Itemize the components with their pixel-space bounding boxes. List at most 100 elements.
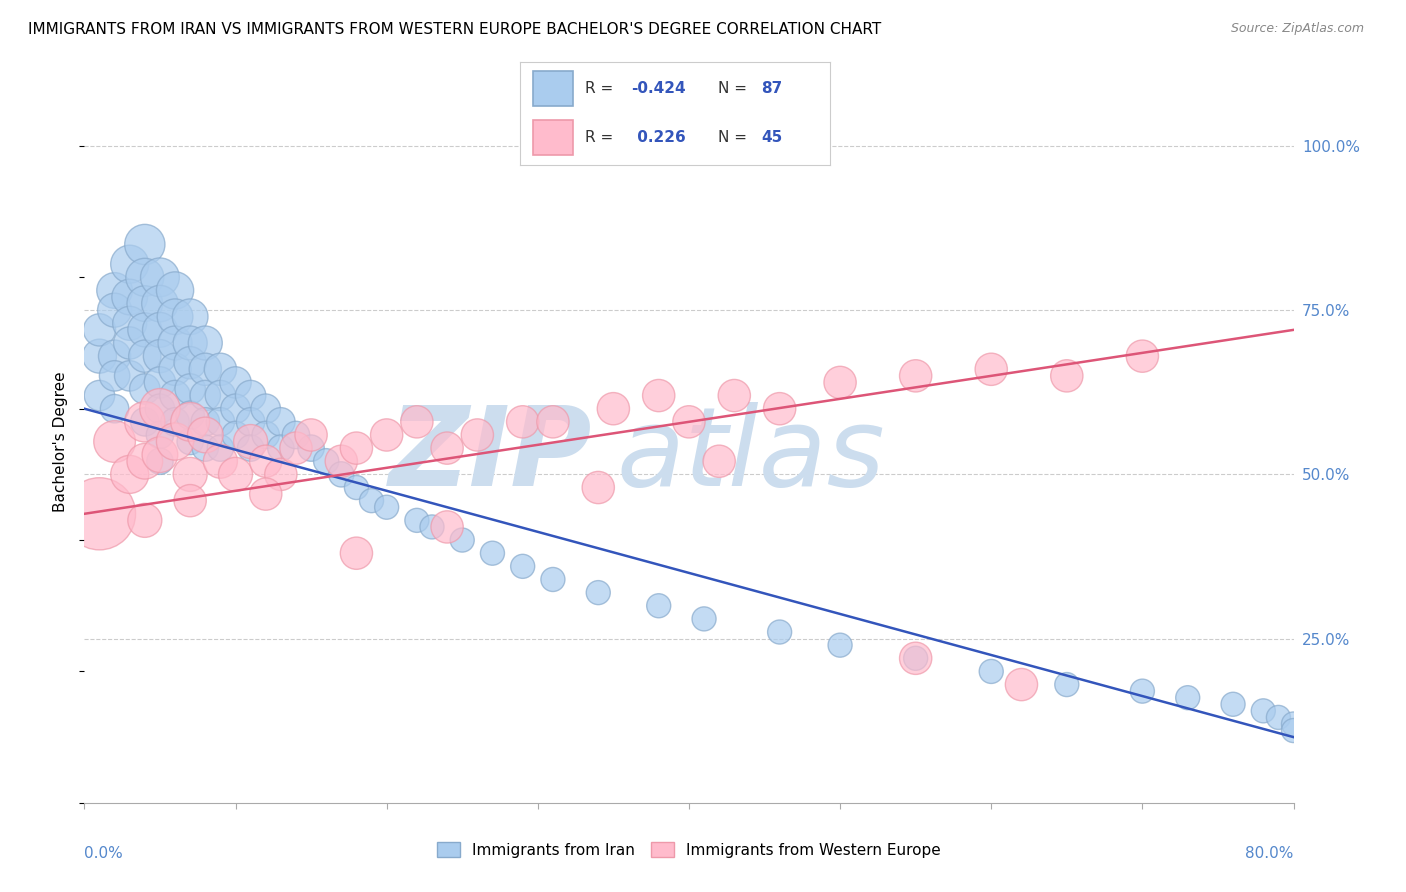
FancyBboxPatch shape <box>533 70 572 105</box>
Point <box>769 625 792 640</box>
Point <box>209 388 232 402</box>
Point <box>315 454 337 468</box>
Point <box>194 388 217 402</box>
Point <box>451 533 474 547</box>
Point <box>209 454 232 468</box>
Point <box>134 237 156 252</box>
Point <box>165 310 187 324</box>
Point <box>149 349 172 363</box>
Point <box>830 376 852 390</box>
Point <box>602 401 624 416</box>
Point <box>254 454 277 468</box>
Point <box>118 336 141 351</box>
Point <box>1222 698 1244 712</box>
Point <box>209 362 232 376</box>
Point <box>134 323 156 337</box>
Point <box>541 415 564 429</box>
Point <box>709 454 731 468</box>
Point <box>406 415 429 429</box>
Point <box>179 493 201 508</box>
Text: N =: N = <box>718 80 752 95</box>
Point <box>436 520 458 534</box>
Point <box>346 546 368 560</box>
Text: R =: R = <box>585 130 619 145</box>
Point <box>179 356 201 370</box>
Point <box>134 415 156 429</box>
Point <box>134 296 156 310</box>
Point <box>89 388 111 402</box>
Point <box>104 401 127 416</box>
Point <box>134 349 156 363</box>
Point <box>149 448 172 462</box>
Point <box>149 376 172 390</box>
Point <box>225 428 247 442</box>
Point <box>588 481 610 495</box>
Point <box>299 441 322 455</box>
Point <box>769 401 792 416</box>
Point <box>239 434 262 449</box>
Point <box>118 290 141 304</box>
Point <box>225 376 247 390</box>
Point <box>285 441 308 455</box>
Point <box>1056 368 1078 383</box>
Point <box>1011 677 1033 691</box>
Point <box>194 336 217 351</box>
Point <box>254 428 277 442</box>
Text: atlas: atlas <box>616 402 884 509</box>
Point <box>179 434 201 449</box>
Point <box>904 651 927 665</box>
Point <box>149 296 172 310</box>
Point <box>134 382 156 396</box>
Point <box>360 493 382 508</box>
Point <box>693 612 716 626</box>
Point <box>194 415 217 429</box>
Point <box>149 270 172 285</box>
Point <box>179 382 201 396</box>
Point <box>375 500 398 515</box>
Point <box>134 415 156 429</box>
Text: -0.424: -0.424 <box>631 80 686 95</box>
Point <box>467 428 489 442</box>
Y-axis label: Bachelor's Degree: Bachelor's Degree <box>53 371 69 512</box>
Point <box>134 270 156 285</box>
Point <box>436 441 458 455</box>
Point <box>330 467 353 482</box>
Point <box>179 467 201 482</box>
Point <box>904 368 927 383</box>
Point <box>299 428 322 442</box>
Point <box>239 388 262 402</box>
Point <box>149 401 172 416</box>
Point <box>165 388 187 402</box>
Point <box>89 349 111 363</box>
FancyBboxPatch shape <box>533 120 572 155</box>
Text: 80.0%: 80.0% <box>1246 847 1294 861</box>
Point <box>149 401 172 416</box>
Point <box>118 467 141 482</box>
Point <box>420 520 443 534</box>
Text: IMMIGRANTS FROM IRAN VS IMMIGRANTS FROM WESTERN EUROPE BACHELOR'S DEGREE CORRELA: IMMIGRANTS FROM IRAN VS IMMIGRANTS FROM … <box>28 22 882 37</box>
Point <box>194 441 217 455</box>
Point <box>165 415 187 429</box>
Point <box>648 599 671 613</box>
Point <box>134 454 156 468</box>
Text: 0.226: 0.226 <box>631 130 685 145</box>
Text: Source: ZipAtlas.com: Source: ZipAtlas.com <box>1230 22 1364 36</box>
Point <box>980 665 1002 679</box>
Point <box>209 415 232 429</box>
Point <box>165 362 187 376</box>
Point <box>1056 677 1078 691</box>
Point <box>149 454 172 468</box>
Point <box>225 401 247 416</box>
Point <box>1282 717 1305 731</box>
Point <box>723 388 745 402</box>
Point <box>904 651 927 665</box>
Point <box>165 284 187 298</box>
Point <box>346 481 368 495</box>
Point <box>1253 704 1275 718</box>
Point <box>512 415 534 429</box>
Point <box>239 441 262 455</box>
Point <box>179 336 201 351</box>
Point <box>134 513 156 527</box>
Point <box>588 585 610 599</box>
Point <box>89 507 111 521</box>
